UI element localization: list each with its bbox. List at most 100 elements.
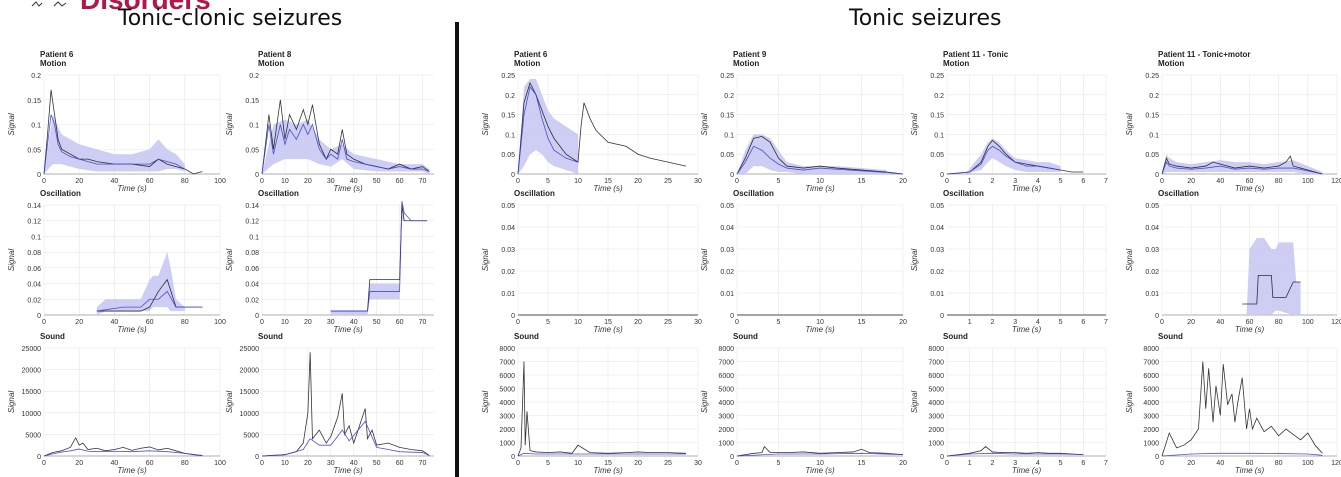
x-tick-label: 30	[694, 178, 702, 185]
x-tick-label: 25	[664, 460, 672, 467]
panel-title: Motion	[514, 59, 540, 68]
x-tick-label: 10	[281, 460, 289, 467]
y-tick-label: 0.15	[27, 98, 41, 105]
x-tick-label: 20	[304, 319, 312, 326]
x-tick-label: 70	[419, 319, 427, 326]
x-tick-label: 2	[990, 178, 994, 185]
x-tick-label: 60	[146, 460, 154, 467]
y-axis-label: Signal	[1125, 113, 1134, 135]
y-tick-label: 8000	[499, 346, 515, 353]
x-tick-label: 15	[858, 319, 866, 326]
x-tick-label: 60	[1246, 460, 1254, 467]
y-axis-label: Signal	[7, 113, 16, 135]
x-tick-label: 30	[694, 460, 702, 467]
x-tick-label: 10	[816, 460, 824, 467]
x-tick-label: 20	[634, 460, 642, 467]
y-tick-label: 0.05	[1145, 203, 1159, 210]
y-tick-label: 0.15	[930, 113, 944, 120]
x-tick-label: 20	[899, 460, 907, 467]
series-line-2	[43, 448, 203, 457]
y-tick-label: 0.04	[1145, 225, 1159, 232]
y-tick-label: 7000	[1143, 360, 1159, 367]
y-tick-label: 1000	[1143, 441, 1159, 448]
x-tick-label: 6	[1081, 460, 1085, 467]
y-tick-label: 0.2	[934, 93, 944, 100]
y-tick-label: 0.1	[249, 234, 259, 241]
y-tick-label: 0.04	[245, 282, 259, 289]
y-tick-label: 3000	[499, 414, 515, 421]
y-axis-label: Signal	[481, 113, 490, 135]
y-tick-label: 0.25	[501, 73, 515, 80]
series-line-2	[517, 452, 686, 457]
y-tick-label: 8000	[718, 346, 734, 353]
x-axis-label: Time (s)	[1235, 325, 1265, 334]
series-line-1	[1161, 155, 1323, 175]
x-axis-label: Time (s)	[117, 325, 147, 334]
x-tick-label: 100	[1302, 460, 1314, 467]
series-line-1	[736, 135, 904, 175]
x-tick-label: 20	[304, 178, 312, 185]
y-tick-label: 0.02	[720, 269, 734, 276]
x-tick-label: 0	[42, 178, 46, 185]
series-line-1	[261, 99, 430, 175]
x-axis-label: Time (s)	[805, 325, 835, 334]
y-axis-label: Signal	[700, 391, 709, 413]
panel-title: Sound	[258, 332, 283, 341]
panel-subtitle: Patient 9	[733, 50, 767, 59]
x-tick-label: 20	[899, 178, 907, 185]
x-tick-label: 10	[574, 178, 582, 185]
series-line-1	[43, 436, 203, 457]
x-tick-label: 70	[419, 178, 427, 185]
y-tick-label: 0	[37, 454, 41, 461]
x-tick-label: 50	[373, 178, 381, 185]
x-tick-label: 40	[350, 460, 358, 467]
y-tick-label: 0.1	[505, 132, 515, 139]
y-axis-label: Signal	[481, 249, 490, 271]
y-tick-label: 0.1	[249, 123, 259, 130]
x-tick-label: 100	[1302, 178, 1314, 185]
x-tick-label: 60	[396, 460, 404, 467]
chart-panel-t-p6-osc: 0 0.01 0.02 0.03 0.04 0.05 0 5 10 15 20 25 30 Oscilla…	[481, 189, 702, 334]
y-tick-label: 0.04	[720, 225, 734, 232]
y-tick-label: 0.2	[505, 93, 515, 100]
x-tick-label: 40	[350, 178, 358, 185]
x-axis-label: Time (s)	[805, 184, 835, 193]
x-tick-label: 20	[75, 319, 83, 326]
x-axis-label: Time (s)	[593, 184, 623, 193]
y-tick-label: 1000	[718, 441, 734, 448]
y-tick-label: 0.2	[1149, 93, 1159, 100]
y-tick-label: 0.04	[501, 225, 515, 232]
chart-panel-t-p6-sound: 0 1000 2000 3000 4000 5000 6000 7000 8000 0 5 10 15 2…	[481, 332, 702, 475]
x-tick-label: 5	[546, 178, 550, 185]
x-tick-label: 5	[777, 460, 781, 467]
x-axis-label: Time (s)	[333, 184, 363, 193]
y-tick-label: 0	[1155, 313, 1159, 320]
chart-panel-t-p11m-motion: 0 0.05 0.1 0.15 0.2 0.25 0 20 40 60 80 100 120 Patien…	[1125, 50, 1341, 193]
x-tick-label: 40	[1216, 178, 1224, 185]
x-tick-label: 0	[1160, 460, 1164, 467]
y-tick-label: 0.14	[27, 203, 41, 210]
y-tick-label: 7000	[928, 360, 944, 367]
y-tick-label: 0	[511, 172, 515, 179]
panel-title: Oscillation	[40, 189, 81, 198]
x-tick-label: 0	[42, 460, 46, 467]
x-tick-label: 100	[214, 178, 226, 185]
x-axis-label: Time (s)	[117, 184, 147, 193]
y-tick-label: 0	[940, 313, 944, 320]
chart-panel-t-p9-osc: 0 0.01 0.02 0.03 0.04 0.05 0 5 10 15 20 Oscillation…	[700, 189, 907, 334]
y-axis-label: Signal	[7, 249, 16, 271]
x-tick-label: 40	[111, 319, 119, 326]
x-tick-label: 1	[968, 178, 972, 185]
x-tick-label: 60	[146, 319, 154, 326]
y-tick-label: 0.15	[1145, 113, 1159, 120]
y-tick-label: 0.1	[1149, 132, 1159, 139]
y-axis-label: Signal	[225, 113, 234, 135]
x-tick-label: 100	[214, 460, 226, 467]
y-tick-label: 0.1	[31, 234, 41, 241]
series-line-1	[517, 361, 687, 457]
y-tick-label: 15000	[240, 389, 260, 396]
y-tick-label: 6000	[499, 373, 515, 380]
x-tick-label: 5	[546, 460, 550, 467]
x-tick-label: 0	[1160, 319, 1164, 326]
y-tick-label: 0.02	[27, 297, 41, 304]
